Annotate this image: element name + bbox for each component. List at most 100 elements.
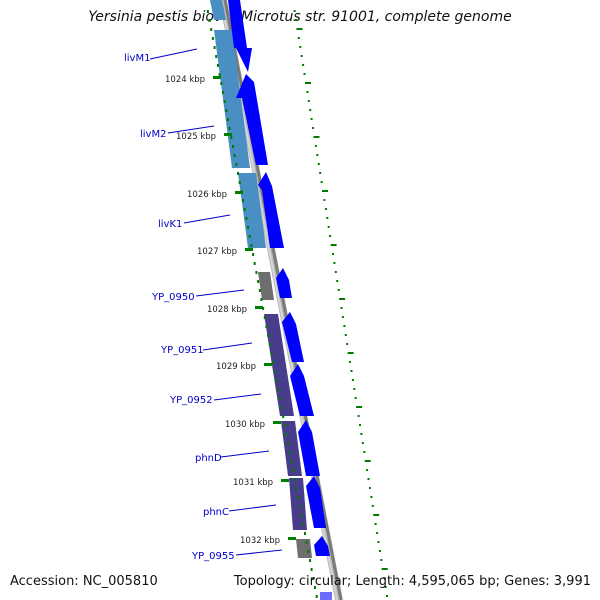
gc-dot — [293, 10, 296, 12]
gc-dot — [262, 307, 265, 310]
gc-dot — [296, 28, 303, 30]
scale-tick-label: 1031 kbp — [233, 478, 273, 488]
gc-dot — [293, 478, 296, 481]
gc-dot — [310, 118, 313, 120]
gc-dot — [278, 397, 281, 400]
gene-label: phnC — [203, 507, 229, 518]
gene-label-leader — [235, 549, 283, 556]
gc-dot — [312, 127, 315, 129]
gc-dot — [305, 82, 311, 84]
gc-dot — [327, 226, 330, 228]
gc-dot — [295, 19, 297, 21]
gc-dot — [226, 118, 229, 121]
gc-dot — [285, 433, 288, 436]
gc-dot — [297, 496, 300, 499]
gc-dot — [268, 343, 271, 346]
gc-dot — [374, 523, 377, 525]
gc-dot — [357, 415, 360, 417]
gc-dot — [359, 424, 361, 426]
gene-label: livK1 — [158, 219, 182, 230]
gc-dot — [245, 217, 248, 220]
blast-hit-block — [264, 314, 294, 416]
gc-dot — [377, 541, 380, 543]
gene-label-leader — [149, 48, 198, 60]
blast-hits — [210, 0, 312, 558]
gc-dot — [347, 352, 354, 354]
gc-dot — [302, 523, 305, 526]
gc-dot — [381, 568, 388, 570]
gc-dot — [307, 100, 310, 102]
gc-dot — [215, 55, 218, 58]
gc-dot — [272, 361, 275, 364]
gc-dot — [230, 136, 233, 139]
gc-dot — [384, 586, 387, 588]
gene-label: YP_0955 — [191, 551, 235, 562]
gene-labels: livM1 livM2 livK1 YP_0950 YP_0951 YP_0952 phnD… — [124, 48, 283, 562]
gc-dot — [213, 46, 216, 49]
scale-tick-label: 1029 kbp — [216, 362, 256, 372]
gc-dot — [237, 172, 239, 175]
gc-dot — [247, 226, 249, 229]
blast-hit-block — [281, 421, 302, 476]
gc-dot — [221, 91, 224, 94]
gc-dot — [248, 235, 251, 238]
scale-tick-label: 1030 kbp — [225, 420, 265, 430]
gc-dot — [292, 469, 295, 472]
gc-dot — [313, 136, 320, 138]
cds-features — [228, 0, 332, 600]
scale-tick-label: 1027 kbp — [197, 247, 237, 257]
cds-arrow-partial — [320, 592, 332, 600]
gc-dot — [330, 244, 337, 246]
gc-dot — [337, 289, 340, 291]
gc-dot — [334, 271, 337, 273]
gc-dot — [225, 109, 228, 112]
gc-dot — [275, 379, 278, 382]
gc-skew-track — [206, 10, 388, 598]
gene-label: YP_0952 — [169, 395, 213, 406]
scale-tick-label: 1024 kbp — [165, 75, 205, 85]
gc-dot — [341, 316, 344, 318]
gc-dot — [323, 199, 326, 201]
gene-label-leader — [202, 342, 253, 351]
gene-label: YP_0950 — [151, 292, 195, 303]
gene-label: phnD — [195, 453, 222, 464]
gc-dot — [297, 37, 300, 39]
blast-hit-block — [238, 173, 266, 248]
gc-dot — [270, 352, 273, 355]
gc-dot — [340, 307, 343, 309]
gc-dot — [252, 253, 255, 256]
gc-dot — [302, 64, 305, 66]
gc-dot — [326, 217, 329, 219]
gc-dot — [300, 514, 303, 517]
gc-dot — [223, 100, 226, 103]
gc-dot — [371, 505, 374, 507]
gc-dot — [211, 37, 214, 40]
gc-dot — [304, 532, 306, 535]
gc-dot — [346, 343, 349, 345]
gc-dot — [253, 262, 256, 265]
scale-tick-mark — [264, 363, 272, 366]
gc-dot — [333, 262, 336, 264]
gc-dot — [307, 550, 310, 553]
gc-dot — [210, 28, 213, 31]
gc-dot — [218, 73, 221, 76]
scale-tick-mark — [213, 76, 221, 79]
gc-dot — [322, 190, 328, 192]
gene-label: livM2 — [140, 129, 166, 140]
gc-dot — [282, 415, 285, 418]
gc-dot — [376, 532, 379, 534]
gc-dot — [258, 289, 261, 292]
cds-arrow — [276, 268, 292, 298]
gc-dot — [242, 199, 244, 202]
gc-dot — [290, 460, 293, 463]
gc-dot — [216, 64, 219, 67]
gc-dot — [320, 181, 323, 183]
gc-dot — [287, 442, 290, 445]
gc-dot — [228, 127, 231, 130]
gc-dot — [265, 325, 268, 328]
gc-dot — [235, 163, 238, 166]
cds-arrow — [258, 172, 284, 248]
accession-label: Accession: NC_005810 — [10, 574, 158, 589]
